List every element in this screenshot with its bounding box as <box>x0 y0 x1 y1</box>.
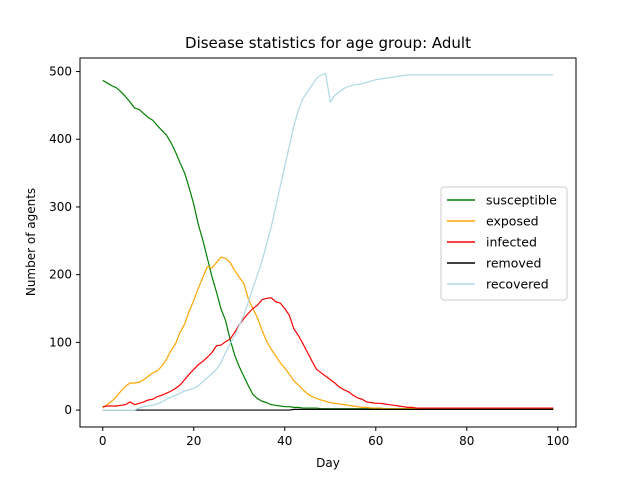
chart-title: Disease statistics for age group: Adult <box>185 34 471 52</box>
x-axis-label: Day <box>316 456 340 470</box>
plot-frame <box>79 57 577 428</box>
x-tick-label: 0 <box>99 434 107 448</box>
legend: susceptible exposed infected removed recover… <box>440 186 568 301</box>
series-line-susceptible <box>102 79 554 410</box>
y-tick-label: 300 <box>49 200 72 214</box>
y-tick-label: 200 <box>49 268 72 282</box>
legend-box <box>440 186 568 301</box>
series-line-removed <box>102 408 554 411</box>
x-tick-label: 40 <box>277 434 292 448</box>
y-tick-label: 100 <box>49 335 72 349</box>
x-tick-label: 100 <box>546 434 569 448</box>
series-line-recovered <box>102 72 554 411</box>
legend-label-removed: removed <box>486 256 541 271</box>
plot-lines <box>102 72 554 411</box>
legend-label-recovered: recovered <box>486 277 549 292</box>
legend-label-exposed: exposed <box>486 214 539 229</box>
legend-label-susceptible: susceptible <box>486 193 557 208</box>
y-axis-label: Number of agents <box>24 188 38 296</box>
x-tick-label: 80 <box>459 434 474 448</box>
y-tick-label: 500 <box>49 65 72 79</box>
series-line-infected <box>102 297 554 409</box>
x-tick-label: 20 <box>186 434 201 448</box>
y-tick-label: 0 <box>64 403 72 417</box>
axis-ticks: 0 20 40 60 80 100 0 100 200 300 400 500 <box>49 65 569 448</box>
x-tick-label: 60 <box>368 434 383 448</box>
legend-label-infected: infected <box>486 235 537 250</box>
y-tick-label: 400 <box>49 132 72 146</box>
